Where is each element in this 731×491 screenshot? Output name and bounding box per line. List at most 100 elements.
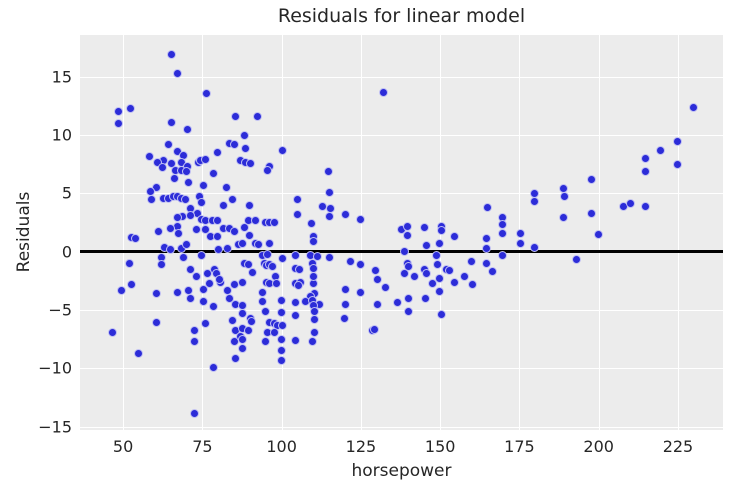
scatter-point xyxy=(640,201,650,211)
scatter-point xyxy=(422,269,432,279)
x-tick-label: 225 xyxy=(662,437,694,456)
scatter-point xyxy=(641,154,651,163)
scatter-point xyxy=(237,277,247,287)
scatter-point xyxy=(291,311,301,321)
gridline-x xyxy=(123,35,125,430)
scatter-point xyxy=(356,214,366,224)
scatter-point xyxy=(238,239,248,249)
scatter-point xyxy=(263,165,273,175)
scatter-point xyxy=(182,166,192,176)
scatter-point xyxy=(403,221,413,231)
scatter-point xyxy=(204,278,214,288)
scatter-point xyxy=(196,250,206,260)
gridline-x xyxy=(360,35,362,430)
scatter-point xyxy=(157,163,167,173)
scatter-point xyxy=(393,298,403,308)
gridline-y xyxy=(80,193,723,195)
scatter-point xyxy=(164,140,174,150)
scatter-point xyxy=(341,299,351,309)
scatter-point xyxy=(422,241,432,251)
scatter-point xyxy=(215,275,224,285)
scatter-point xyxy=(278,145,288,155)
scatter-point xyxy=(529,242,539,252)
y-tick-label: 15 xyxy=(51,67,72,87)
scatter-point xyxy=(276,346,286,356)
scatter-point xyxy=(559,192,569,202)
scatter-point xyxy=(173,288,183,297)
scatter-point xyxy=(166,223,176,233)
scatter-point xyxy=(435,286,445,296)
scatter-point xyxy=(278,320,288,330)
scatter-point xyxy=(229,336,239,346)
scatter-point xyxy=(202,88,212,98)
scatter-point xyxy=(291,250,301,260)
scatter-point xyxy=(481,234,491,244)
scatter-point xyxy=(487,267,497,277)
scatter-point xyxy=(113,107,123,117)
scatter-point xyxy=(130,234,140,244)
scatter-point xyxy=(436,226,446,236)
scatter-point xyxy=(191,271,201,281)
gridline-y xyxy=(80,309,723,311)
scatter-point xyxy=(310,314,320,324)
scatter-point xyxy=(444,265,454,275)
scatter-point xyxy=(223,243,233,253)
scatter-point xyxy=(435,274,445,284)
scatter-point xyxy=(154,227,164,237)
y-tick-label: −15 xyxy=(38,417,72,436)
plot-area xyxy=(80,35,723,430)
scatter-point xyxy=(228,315,237,325)
scatter-point xyxy=(373,275,383,285)
scatter-point xyxy=(466,256,476,266)
scatter-point xyxy=(515,239,525,249)
scatter-point xyxy=(229,227,239,237)
scatter-point xyxy=(113,119,123,129)
scatter-point xyxy=(308,336,318,346)
scatter-point xyxy=(213,215,223,225)
scatter-point xyxy=(481,258,491,268)
scatter-point xyxy=(497,228,507,238)
x-tick-label: 75 xyxy=(192,437,213,456)
scatter-point xyxy=(209,301,219,311)
scatter-point xyxy=(125,103,135,113)
scatter-point xyxy=(245,200,255,210)
scatter-point xyxy=(268,262,278,272)
scatter-point xyxy=(213,148,223,158)
scatter-point xyxy=(558,213,568,223)
scatter-point xyxy=(593,229,603,239)
scatter-point xyxy=(263,249,273,259)
scatter-point xyxy=(230,112,240,122)
scatter-point xyxy=(341,209,351,219)
gridline-x xyxy=(677,35,679,430)
scatter-point xyxy=(240,222,250,232)
scatter-point xyxy=(189,326,199,336)
scatter-point xyxy=(420,293,430,303)
scatter-point xyxy=(419,222,429,232)
scatter-point xyxy=(310,327,320,337)
scatter-point xyxy=(198,284,208,294)
gridline-x xyxy=(281,35,283,430)
scatter-point xyxy=(625,199,635,209)
scatter-point xyxy=(238,334,248,344)
scatter-point xyxy=(309,236,319,246)
y-tick-label: −5 xyxy=(48,300,72,320)
scatter-point xyxy=(258,288,268,297)
chart-title: Residuals for linear model xyxy=(277,5,526,27)
scatter-point xyxy=(370,325,380,335)
scatter-point xyxy=(209,362,219,372)
scatter-point xyxy=(640,166,650,176)
scatter-point xyxy=(191,225,201,235)
scatter-point xyxy=(201,225,211,235)
scatter-point xyxy=(209,169,219,179)
scatter-point xyxy=(356,288,366,297)
scatter-point xyxy=(245,230,255,240)
scatter-point xyxy=(672,159,682,169)
x-tick-label: 150 xyxy=(424,437,456,456)
scatter-point xyxy=(270,218,280,228)
scatter-point xyxy=(295,264,305,274)
scatter-point xyxy=(240,130,250,140)
scatter-point xyxy=(251,215,261,225)
y-tick-label: 5 xyxy=(61,183,72,203)
scatter-point xyxy=(222,183,232,193)
scatter-point xyxy=(228,194,237,204)
